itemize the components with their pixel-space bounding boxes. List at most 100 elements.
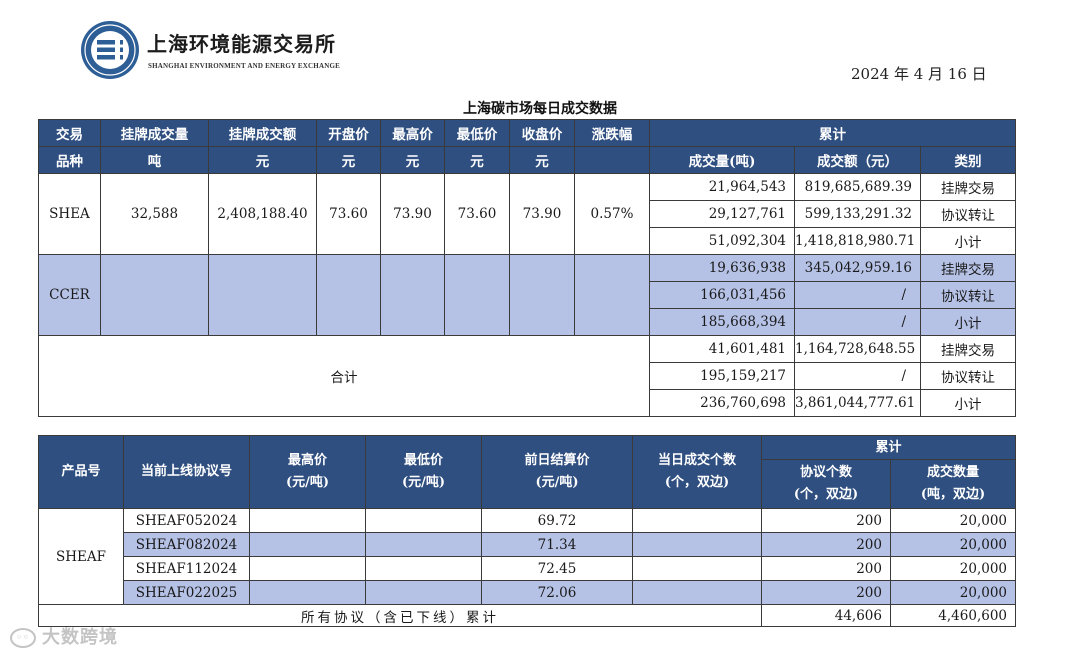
org-name-cn: 上海环境能源交易所 xyxy=(147,32,336,56)
category: 协议转让 xyxy=(919,362,1017,390)
header-product-1: 交易 xyxy=(38,119,101,147)
header-cum-count-label: 协议个数 xyxy=(799,465,852,480)
product-code: SHEAF xyxy=(38,508,124,605)
daily-count xyxy=(632,580,762,605)
cum-amount: 1,418,818,980.71 xyxy=(794,227,921,255)
header-cumulative: 累计 xyxy=(760,435,1017,460)
header-cum-volume: 成交数量 (吨，双边) xyxy=(889,459,1017,509)
cum-volume: 20,000 xyxy=(889,532,1017,557)
header-daily-count-unit: (个，双边) xyxy=(664,475,730,490)
contract-id: SHEAF112024 xyxy=(123,556,250,581)
category: 挂牌交易 xyxy=(919,173,1017,201)
high-price xyxy=(249,532,366,557)
header-low-label: 最低价 xyxy=(403,453,443,468)
cum-amount: 599,133,291.32 xyxy=(794,200,921,228)
listed-volume: 32,588 xyxy=(100,173,209,255)
header-settle-label: 前日结算价 xyxy=(524,453,590,468)
contract-id: SHEAF082024 xyxy=(123,532,250,557)
low-price xyxy=(365,580,482,605)
price-change xyxy=(574,254,650,336)
table-row: 所有协议（含已下线）累计 44,606 4,460,600 xyxy=(38,604,1017,627)
low-price xyxy=(444,254,510,336)
watermark-logo-icon: ◦◦ xyxy=(10,628,36,648)
low-price xyxy=(365,508,482,533)
cum-amount: 1,164,728,648.55 xyxy=(794,335,921,363)
cum-volume: 19,636,938 xyxy=(649,254,795,282)
cum-count: 200 xyxy=(761,556,891,581)
cum-volume: 236,760,698 xyxy=(649,389,795,417)
report-date: 2024 年 4 月 16 日 xyxy=(851,65,987,83)
cum-count: 200 xyxy=(761,580,891,605)
header-category: 类别 xyxy=(919,146,1017,174)
header-high-label: 最高价 xyxy=(287,453,327,468)
header-cumulative: 累计 xyxy=(648,119,1017,147)
cum-volume: 195,159,217 xyxy=(649,362,795,390)
header-cum-amount: 成交额（元） xyxy=(794,146,921,174)
total-cum-count: 44,606 xyxy=(761,604,891,627)
header-product: 产品号 xyxy=(38,435,124,509)
table-row: 166,031,456 / 协议转让 xyxy=(39,281,1017,309)
header-high-unit: (元/吨) xyxy=(285,475,330,490)
high-price: 73.90 xyxy=(380,173,445,255)
cum-volume: 41,601,481 xyxy=(649,335,795,363)
table-row: SHEA 32,588 2,408,188.40 73.60 73.90 73.… xyxy=(38,173,1017,255)
close-price xyxy=(509,254,575,336)
listed-amount xyxy=(208,254,317,336)
table-row: SHEAF112024 72.45 200 20,000 xyxy=(39,556,1017,581)
cum-volume: 51,092,304 xyxy=(649,227,795,255)
category: 小计 xyxy=(919,389,1017,417)
header-daily-count-label: 当日成交个数 xyxy=(657,453,736,468)
table-row: 185,668,394 / 小计 xyxy=(39,308,1017,336)
header-cum-volume: 成交量(吨) xyxy=(649,146,795,174)
daily-count xyxy=(632,556,762,581)
header-close: 收盘价 xyxy=(509,119,575,147)
settle-price: 72.06 xyxy=(481,580,633,605)
header-settle: 前日结算价 (元/吨) xyxy=(481,435,633,509)
table-row: 合计 41,601,481 1,164,728,648.55 挂牌交易 xyxy=(38,335,1017,417)
category: 挂牌交易 xyxy=(919,254,1017,282)
total-label: 合计 xyxy=(38,335,650,417)
header-low: 最低价 (元/吨) xyxy=(365,435,482,509)
product-name: SHEA xyxy=(38,173,101,255)
cum-count: 200 xyxy=(761,508,891,533)
header-product-2: 品种 xyxy=(38,146,101,174)
table-row: SHEAF082024 71.34 200 20,000 xyxy=(39,532,1017,557)
total-label: 所有协议（含已下线）累计 xyxy=(38,604,762,627)
table-row: SHEAF SHEAF052024 69.72 200 20,000 xyxy=(38,508,1017,605)
category: 协议转让 xyxy=(919,281,1017,309)
cum-volume: 20,000 xyxy=(889,508,1017,533)
header-low-unit: (元/吨) xyxy=(401,475,446,490)
forward-contract-table: 产品号 当前上线协议号 最高价 (元/吨) 最低价 (元/吨) 前日结算价 (元… xyxy=(38,435,1017,627)
settle-price: 69.72 xyxy=(481,508,633,533)
open-price xyxy=(316,254,381,336)
watermark: ◦◦ 大数跨境 xyxy=(10,623,118,649)
watermark-text: 大数跨境 xyxy=(42,627,118,648)
header-low: 最低价 xyxy=(444,119,510,147)
table-row: CCER 19,636,938 345,042,959.16 挂牌交易 xyxy=(38,254,1017,336)
table-row: 236,760,698 3,861,044,777.61 小计 xyxy=(39,389,1017,417)
header-listed-amount: 挂牌成交额 xyxy=(208,119,317,147)
header-cum-volume-label: 成交数量 xyxy=(927,465,980,480)
cum-volume: 20,000 xyxy=(889,556,1017,581)
header-cum-count-unit: (个，双边) xyxy=(793,487,859,502)
cum-volume: 20,000 xyxy=(889,580,1017,605)
high-price xyxy=(249,580,366,605)
cum-amount: 345,042,959.16 xyxy=(794,254,921,282)
header-high-unit: 元 xyxy=(380,146,445,174)
product-name: CCER xyxy=(38,254,101,336)
total-cum-volume: 4,460,600 xyxy=(889,604,1017,627)
header-low-unit: 元 xyxy=(444,146,510,174)
header-high: 最高价 xyxy=(380,119,445,147)
cum-amount: 3,861,044,777.61 xyxy=(794,389,921,417)
header-listed-amount-unit: 元 xyxy=(208,146,317,174)
org-name-en: SHANGHAI ENVIRONMENT AND ENERGY EXCHANGE xyxy=(148,62,340,70)
category: 小计 xyxy=(919,227,1017,255)
header-daily-count: 当日成交个数 (个，双边) xyxy=(632,435,762,509)
cum-volume: 29,127,761 xyxy=(649,200,795,228)
cum-volume: 185,668,394 xyxy=(649,308,795,336)
cum-amount: / xyxy=(794,281,921,309)
header-cum-volume-unit: (吨，双边) xyxy=(920,487,986,502)
low-price: 73.60 xyxy=(444,173,510,255)
price-change: 0.57% xyxy=(574,173,650,255)
listed-volume xyxy=(100,254,209,336)
